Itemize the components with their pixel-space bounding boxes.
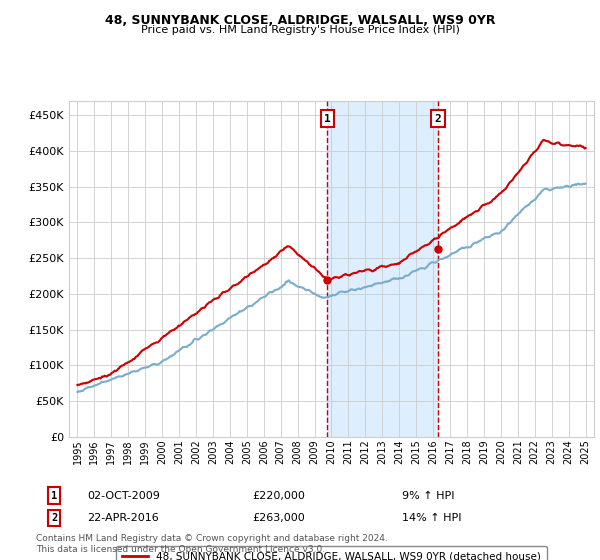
Bar bbox=[327, 101, 438, 437]
Text: 48, SUNNYBANK CLOSE, ALDRIDGE, WALSALL, WS9 0YR: 48, SUNNYBANK CLOSE, ALDRIDGE, WALSALL, … bbox=[105, 14, 495, 27]
Text: 02-OCT-2009: 02-OCT-2009 bbox=[87, 491, 160, 501]
Text: Price paid vs. HM Land Registry's House Price Index (HPI): Price paid vs. HM Land Registry's House … bbox=[140, 25, 460, 35]
Text: 14% ↑ HPI: 14% ↑ HPI bbox=[402, 513, 461, 523]
Text: 1: 1 bbox=[51, 491, 57, 501]
Text: 2: 2 bbox=[51, 513, 57, 523]
Text: This data is licensed under the Open Government Licence v3.0.: This data is licensed under the Open Gov… bbox=[36, 545, 325, 554]
Text: 2: 2 bbox=[435, 114, 442, 124]
Text: 22-APR-2016: 22-APR-2016 bbox=[87, 513, 159, 523]
Text: £263,000: £263,000 bbox=[252, 513, 305, 523]
Text: 9% ↑ HPI: 9% ↑ HPI bbox=[402, 491, 455, 501]
Text: Contains HM Land Registry data © Crown copyright and database right 2024.: Contains HM Land Registry data © Crown c… bbox=[36, 534, 388, 543]
Legend: 48, SUNNYBANK CLOSE, ALDRIDGE, WALSALL, WS9 0YR (detached house), HPI: Average p: 48, SUNNYBANK CLOSE, ALDRIDGE, WALSALL, … bbox=[116, 545, 547, 560]
Text: 1: 1 bbox=[324, 114, 331, 124]
Text: £220,000: £220,000 bbox=[252, 491, 305, 501]
